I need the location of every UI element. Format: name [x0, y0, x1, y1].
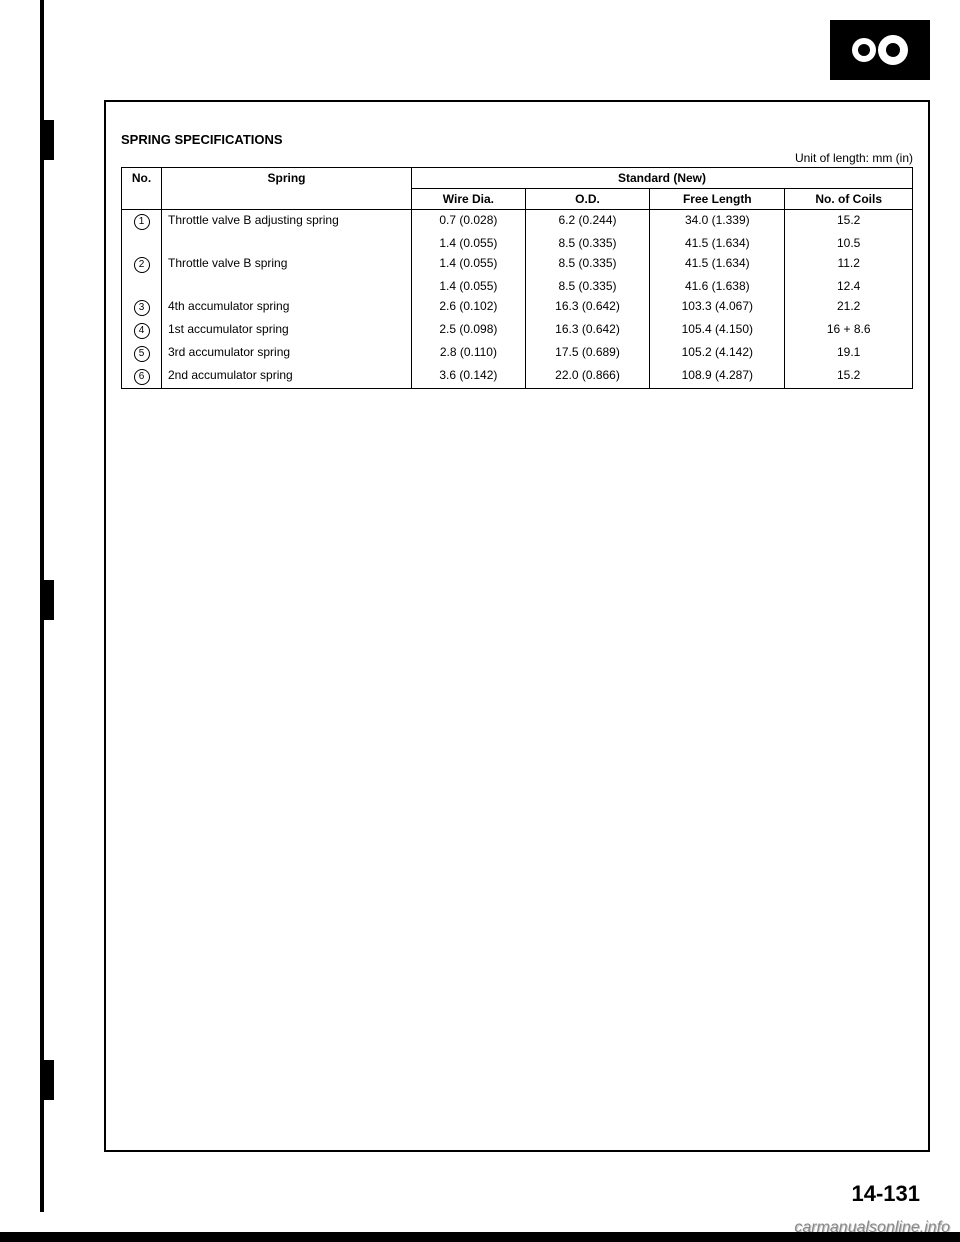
cell-free_length: 105.2 (4.142) — [650, 342, 785, 365]
table-row: 1 Throttle valve B adjusting spring0.7 (0… — [122, 210, 913, 234]
cell-free_length: 41.6 (1.638) — [650, 276, 785, 296]
cell-spring — [162, 276, 412, 296]
cell-no: 3 — [122, 296, 162, 319]
page-container: SPRING SPECIFICATIONS Unit of length: mm… — [40, 0, 960, 1212]
table-row: 4 1st accumulator spring2.5 (0.098)16.3 (… — [122, 319, 913, 342]
cell-no — [122, 276, 162, 296]
circled-number: 4 — [134, 323, 150, 339]
cell-free_length: 41.5 (1.634) — [650, 233, 785, 253]
cell-spring: Throttle valve B spring — [162, 253, 412, 276]
binder-tab — [40, 580, 54, 620]
cell-spring: Throttle valve B adjusting spring — [162, 210, 412, 234]
cell-spring: 4th accumulator spring — [162, 296, 412, 319]
circled-number: 1 — [134, 214, 150, 230]
cell-wire_dia: 2.5 (0.098) — [412, 319, 526, 342]
cell-spring: 3rd accumulator spring — [162, 342, 412, 365]
bottom-bar — [0, 1232, 960, 1242]
cell-wire_dia: 0.7 (0.028) — [412, 210, 526, 234]
cell-coils: 10.5 — [785, 233, 913, 253]
binder-tab — [40, 120, 54, 160]
cell-no: 6 — [122, 365, 162, 389]
cell-wire_dia: 1.4 (0.055) — [412, 253, 526, 276]
table-row: 2 Throttle valve B spring1.4 (0.055)8.5 (… — [122, 253, 913, 276]
unit-note: Unit of length: mm (in) — [121, 151, 913, 165]
cell-spring: 2nd accumulator spring — [162, 365, 412, 389]
cell-od: 22.0 (0.866) — [525, 365, 649, 389]
cell-free_length: 34.0 (1.339) — [650, 210, 785, 234]
cell-wire_dia: 1.4 (0.055) — [412, 276, 526, 296]
content-frame: SPRING SPECIFICATIONS Unit of length: mm… — [104, 100, 930, 1152]
table-row: 1.4 (0.055)8.5 (0.335)41.5 (1.634)10.5 — [122, 233, 913, 253]
cell-od: 8.5 (0.335) — [525, 233, 649, 253]
header-coils: No. of Coils — [785, 189, 913, 210]
cell-coils: 15.2 — [785, 210, 913, 234]
cell-od: 16.3 (0.642) — [525, 319, 649, 342]
cell-od: 6.2 (0.244) — [525, 210, 649, 234]
cell-free_length: 41.5 (1.634) — [650, 253, 785, 276]
cell-no — [122, 233, 162, 253]
cell-wire_dia: 2.8 (0.110) — [412, 342, 526, 365]
spring-spec-table: No. Spring Standard (New) Wire Dia. O.D.… — [121, 167, 913, 389]
cell-coils: 19.1 — [785, 342, 913, 365]
table-row: 3 4th accumulator spring2.6 (0.102)16.3 (… — [122, 296, 913, 319]
cell-coils: 12.4 — [785, 276, 913, 296]
table-row: 6 2nd accumulator spring3.6 (0.142)22.0 (… — [122, 365, 913, 389]
header-standard: Standard (New) — [412, 168, 913, 189]
cell-od: 16.3 (0.642) — [525, 296, 649, 319]
cell-od: 8.5 (0.335) — [525, 253, 649, 276]
circled-number: 3 — [134, 300, 150, 316]
header-od: O.D. — [525, 189, 649, 210]
header-free-length: Free Length — [650, 189, 785, 210]
header-no: No. — [122, 168, 162, 210]
cell-no: 1 — [122, 210, 162, 234]
cell-wire_dia: 2.6 (0.102) — [412, 296, 526, 319]
cell-free_length: 103.3 (4.067) — [650, 296, 785, 319]
gear-icon — [878, 35, 908, 65]
table-row: 1.4 (0.055)8.5 (0.335)41.6 (1.638)12.4 — [122, 276, 913, 296]
cell-od: 8.5 (0.335) — [525, 276, 649, 296]
circled-number: 5 — [134, 346, 150, 362]
cell-coils: 21.2 — [785, 296, 913, 319]
gear-logo-icon — [830, 20, 930, 80]
circled-number: 6 — [134, 369, 150, 385]
cell-wire_dia: 1.4 (0.055) — [412, 233, 526, 253]
cell-coils: 16 + 8.6 — [785, 319, 913, 342]
header-spring: Spring — [162, 168, 412, 210]
cell-wire_dia: 3.6 (0.142) — [412, 365, 526, 389]
cell-no: 2 — [122, 253, 162, 276]
cell-no: 4 — [122, 319, 162, 342]
cell-free_length: 108.9 (4.287) — [650, 365, 785, 389]
table-row: 5 3rd accumulator spring2.8 (0.110)17.5 (… — [122, 342, 913, 365]
cell-free_length: 105.4 (4.150) — [650, 319, 785, 342]
cell-coils: 11.2 — [785, 253, 913, 276]
header-wire-dia: Wire Dia. — [412, 189, 526, 210]
page-number: 14-131 — [851, 1181, 920, 1207]
cell-coils: 15.2 — [785, 365, 913, 389]
circled-number: 2 — [134, 257, 150, 273]
cell-od: 17.5 (0.689) — [525, 342, 649, 365]
binder-tab — [40, 1060, 54, 1100]
gear-icon — [852, 38, 876, 62]
cell-spring: 1st accumulator spring — [162, 319, 412, 342]
cell-no: 5 — [122, 342, 162, 365]
section-title: SPRING SPECIFICATIONS — [121, 132, 913, 147]
cell-spring — [162, 233, 412, 253]
